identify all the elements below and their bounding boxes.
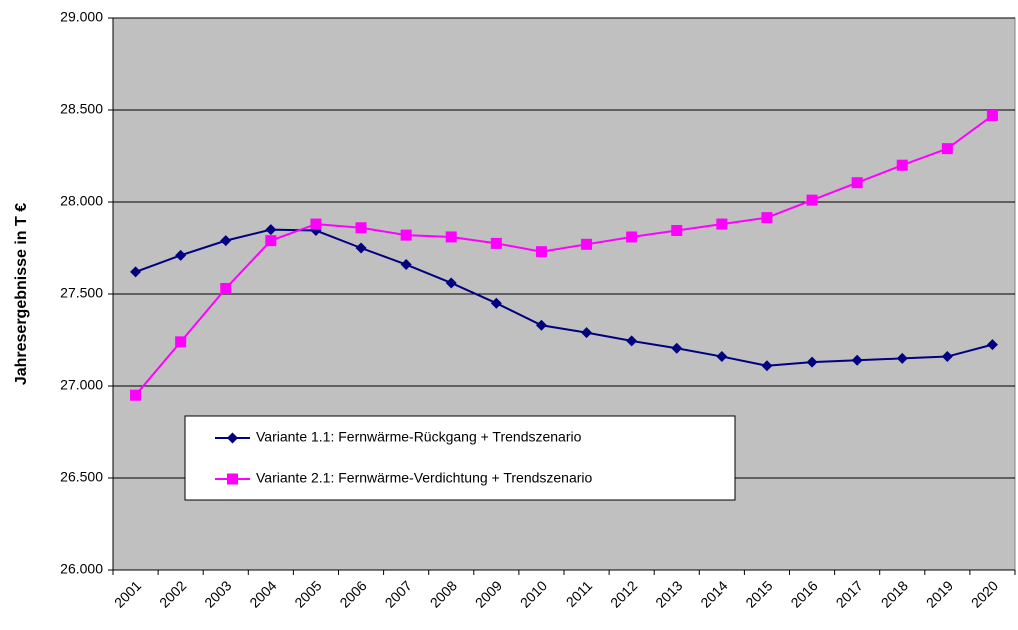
point	[806, 356, 818, 368]
x-tick-label: 2013	[652, 577, 685, 610]
x-tick-label: 2018	[878, 577, 911, 610]
point	[581, 238, 593, 250]
point	[535, 246, 547, 258]
x-tick-label: 2011	[563, 577, 596, 610]
point	[227, 432, 238, 444]
point	[535, 319, 547, 331]
y-axis-label: Jahresergebnisse in T €	[13, 203, 30, 385]
point	[986, 110, 998, 122]
point	[130, 389, 142, 401]
point	[220, 282, 232, 294]
point	[130, 266, 142, 278]
x-tick-label: 2005	[291, 577, 324, 610]
point	[490, 237, 502, 249]
x-tick-label: 2009	[472, 577, 505, 610]
x-tick-label: 2016	[787, 577, 820, 610]
x-tick-label: 2002	[156, 577, 189, 610]
series-line	[134, 114, 994, 396]
y-tick-label: 27.000	[60, 377, 103, 393]
point	[445, 231, 457, 243]
y-tick-label: 29.000	[60, 9, 103, 25]
x-tick-label: 2001	[111, 577, 144, 610]
x-tick-label: 2014	[697, 577, 730, 610]
x-tick-label: 2004	[246, 577, 279, 610]
point	[400, 229, 412, 241]
point	[220, 235, 232, 247]
x-tick-label: 2020	[968, 577, 1001, 610]
y-tick-label: 28.000	[60, 193, 103, 209]
x-tick-label: 2017	[833, 577, 866, 610]
point	[761, 360, 773, 372]
x-tick-label: 2010	[517, 577, 550, 610]
x-tick-label: 2006	[336, 577, 369, 610]
point	[626, 335, 638, 347]
point	[175, 249, 187, 261]
point	[716, 218, 728, 230]
y-tick-label: 26.500	[60, 469, 103, 485]
x-tick-label: 2008	[427, 577, 460, 610]
point	[445, 277, 457, 289]
point	[400, 259, 412, 271]
legend-label: Variante 2.1: Fernwärme-Verdichtung + Tr…	[256, 470, 593, 486]
point	[671, 342, 683, 354]
point	[490, 297, 502, 309]
x-tick-label: 2012	[607, 577, 640, 610]
point	[716, 351, 728, 363]
point	[355, 222, 367, 234]
point	[806, 194, 818, 206]
point	[265, 235, 277, 247]
x-tick-label: 2007	[382, 577, 415, 610]
y-tick-label: 27.500	[60, 285, 103, 301]
point	[941, 143, 953, 155]
legend-label: Variante 1.1: Fernwärme-Rückgang + Trend…	[256, 429, 582, 445]
point	[761, 212, 773, 224]
point	[851, 177, 863, 189]
series-line	[135, 228, 993, 367]
point	[986, 339, 998, 351]
x-tick-label: 2003	[201, 577, 234, 610]
point	[265, 224, 277, 236]
point	[626, 231, 638, 243]
legend	[184, 415, 736, 501]
point	[851, 354, 863, 366]
point	[896, 352, 908, 364]
point	[581, 327, 593, 339]
point	[671, 225, 683, 237]
point	[310, 218, 322, 230]
x-tick-label: 2015	[742, 577, 775, 610]
y-tick-label: 28.500	[60, 101, 103, 117]
point	[175, 336, 187, 348]
point	[227, 473, 238, 485]
point	[896, 159, 908, 171]
point	[941, 351, 953, 363]
y-tick-label: 26.000	[60, 561, 103, 577]
x-tick-label: 2019	[923, 577, 956, 610]
point	[355, 242, 367, 254]
